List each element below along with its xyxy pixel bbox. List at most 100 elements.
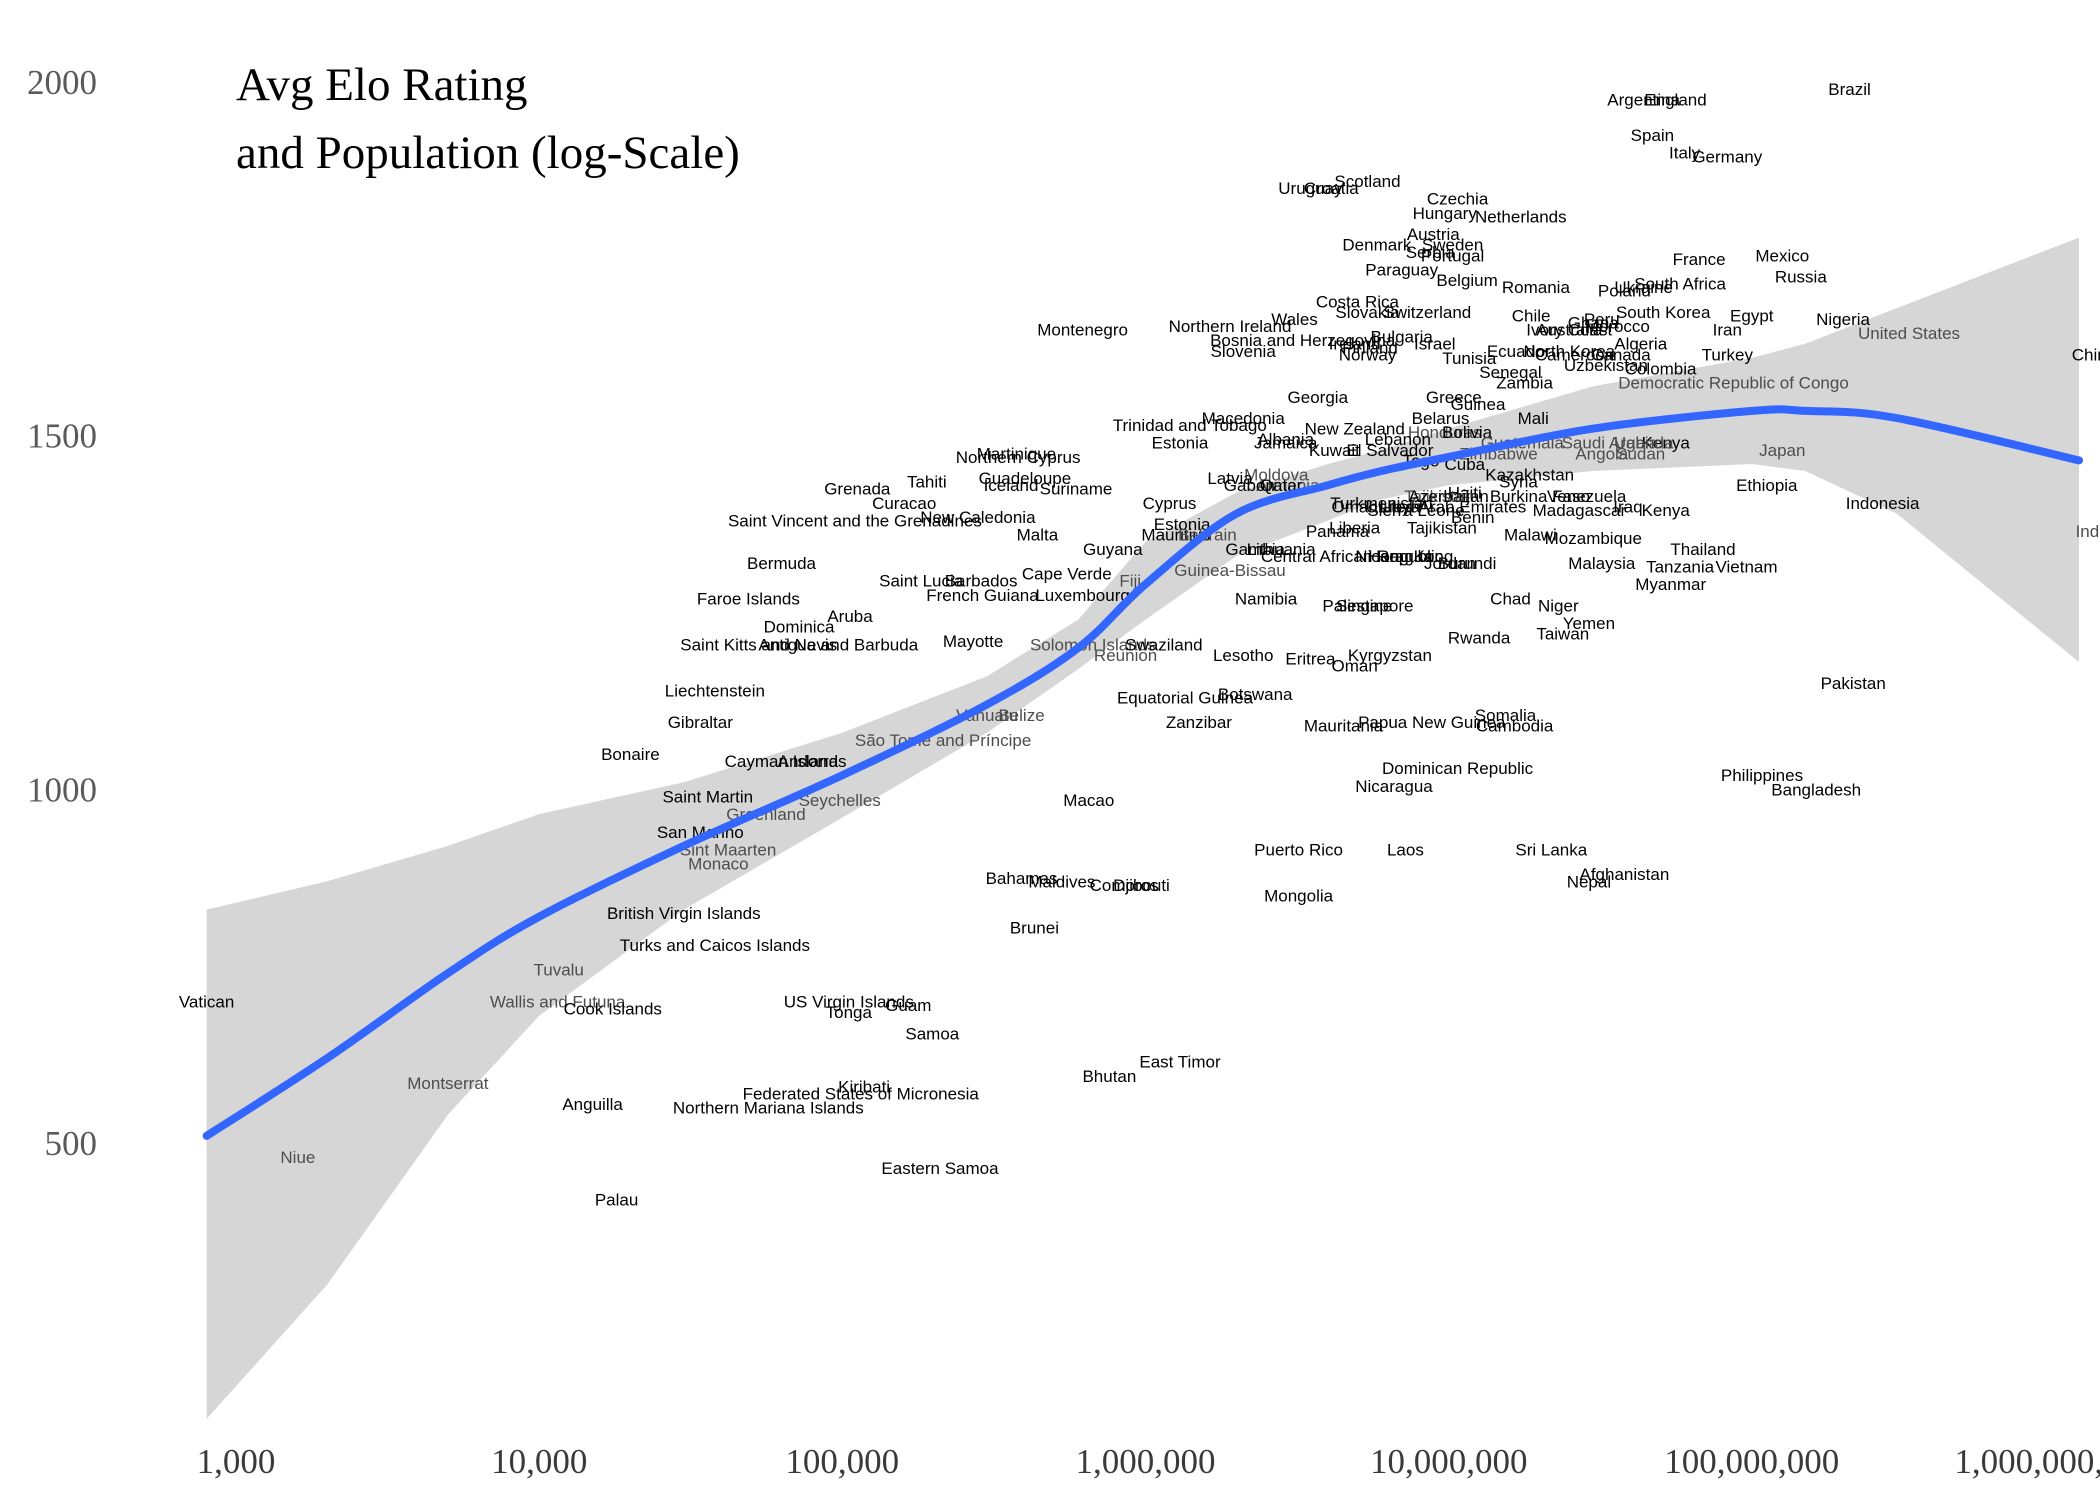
point-label: Albania [1257, 430, 1314, 449]
point-label: Montenegro [1037, 321, 1128, 340]
point-label: Mauritania [1304, 717, 1384, 736]
point-label: Barbados [945, 572, 1018, 591]
point-label: Malawi [1504, 526, 1557, 545]
smooth-trend-line [202, 405, 2083, 1140]
point-label: Venezuela [1547, 487, 1627, 506]
point-label: Indonesia [1846, 494, 1920, 513]
point-label: Croatia [1304, 179, 1359, 198]
point-label: Eastern Samoa [881, 1159, 999, 1178]
point-label: Saint Kitts and Nevis [680, 635, 837, 654]
point-label: Luxembourg [1035, 586, 1130, 605]
point-label: Ireland [1329, 335, 1381, 354]
point-label: El Salvador [1346, 441, 1433, 460]
point-label: Uruguay [1278, 179, 1343, 198]
point-label: Macao [1063, 791, 1114, 810]
point-label: Ecuador [1487, 342, 1551, 361]
point-label: Estonia [1152, 434, 1209, 453]
point-label: Niger [1538, 596, 1579, 615]
point-label: Uganda [1614, 434, 1674, 453]
point-label: Malta [1017, 526, 1059, 545]
point-label: Maldives [1028, 872, 1095, 891]
point-label: Russia [1775, 268, 1828, 287]
point-label: Sri Lanka [1515, 841, 1587, 860]
point-label: Bolivia [1442, 423, 1493, 442]
point-label: Germany [1692, 147, 1762, 166]
point-label: Ghana [1568, 314, 1620, 333]
point-label: Tuvalu [533, 961, 583, 980]
point-label: Fiji [1119, 572, 1141, 591]
point-label: Anguilla [562, 1095, 623, 1114]
point-label: Cyprus [1143, 494, 1197, 513]
point-label: New Caledonia [920, 508, 1036, 527]
x-tick-label: 10,000,000 [1370, 1442, 1528, 1481]
point-label: Jamaica [1254, 434, 1318, 453]
point-label: Equatorial Guinea [1117, 688, 1254, 707]
point-label: Saint Martin [662, 787, 753, 806]
point-label: Papua New Guinea [1358, 713, 1506, 732]
point-label: Iraq [1613, 497, 1642, 516]
point-label: Faroe Islands [697, 589, 800, 608]
point-label: Burkina Faso [1490, 487, 1590, 506]
point-label: Norway [1339, 345, 1397, 364]
point-label: Curacao [872, 494, 936, 513]
point-label: Mexico [1755, 246, 1809, 265]
point-label: Rwanda [1448, 628, 1511, 647]
point-label: Costa Rica [1316, 292, 1400, 311]
point-label: Turkmenistan [1330, 494, 1432, 513]
point-label: US Virgin Islands [784, 993, 914, 1012]
point-label: Democratic Republic of Congo [1618, 374, 1849, 393]
point-label: Liechtenstein [665, 681, 765, 700]
point-label: Bhutan [1082, 1067, 1136, 1086]
point-label: Mali [1518, 409, 1549, 428]
point-label: Malaysia [1568, 554, 1636, 573]
point-label: Dominica [764, 618, 835, 637]
point-label: Djibouti [1113, 876, 1170, 895]
point-label: Morocco [1585, 317, 1650, 336]
point-label: Wales [1271, 310, 1318, 329]
point-label: Bahamas [986, 869, 1058, 888]
point-label: Lebanon [1365, 430, 1431, 449]
point-label: Vatican [179, 993, 234, 1012]
point-label: Lesotho [1213, 646, 1274, 665]
point-label: Wallis and Futuna [490, 993, 626, 1012]
point-label: Mozambique [1545, 529, 1642, 548]
point-label: Madagascar [1533, 501, 1627, 520]
point-label: Poland [1598, 282, 1651, 301]
y-tick-label: 1000 [27, 770, 97, 809]
point-label: Kuwait [1309, 441, 1360, 460]
point-label: Afghanistan [1580, 865, 1670, 884]
point-label: Swaziland [1125, 635, 1203, 654]
confidence-ribbon-layer [206, 237, 2080, 1419]
point-label: Monaco [688, 855, 748, 874]
point-label: Aruba [827, 607, 873, 626]
point-label: Slovenia [1211, 342, 1277, 361]
point-label: Serbia [1406, 243, 1456, 262]
point-label: Bosnia and Herzegovina [1210, 331, 1396, 350]
point-label: Belarus [1412, 409, 1470, 428]
point-label: Kiribati [838, 1077, 890, 1096]
point-label: Brunei [1010, 918, 1059, 937]
point-label: Bermuda [747, 554, 817, 573]
point-label: Saudi Arabia [1562, 434, 1659, 453]
point-label: Gabon [1224, 476, 1275, 495]
point-label: Scotland [1334, 172, 1400, 191]
point-label: Namibia [1235, 589, 1298, 608]
point-label: Kenya [1642, 434, 1691, 453]
point-label: Guinea [1451, 395, 1506, 414]
x-tick-label: 1,000,000 [1076, 1442, 1216, 1481]
point-label: Slovakia [1335, 303, 1400, 322]
point-label: Oman [1332, 497, 1378, 516]
point-label: North Korea [1523, 342, 1615, 361]
point-label: Tajikistan [1404, 487, 1474, 506]
point-label: Estonia [1154, 515, 1211, 534]
point-label: Chad [1490, 589, 1531, 608]
point-label: Cambodia [1476, 717, 1554, 736]
point-label: Kyrgyzstan [1348, 646, 1432, 665]
point-label: Angola [1575, 444, 1628, 463]
point-label: Senegal [1479, 363, 1541, 382]
point-label: Algeria [1614, 335, 1667, 354]
point-label: Hong Kong [1368, 547, 1453, 566]
point-label: Nicaragua [1355, 547, 1433, 566]
point-label: United Arab Emirates [1366, 497, 1527, 516]
